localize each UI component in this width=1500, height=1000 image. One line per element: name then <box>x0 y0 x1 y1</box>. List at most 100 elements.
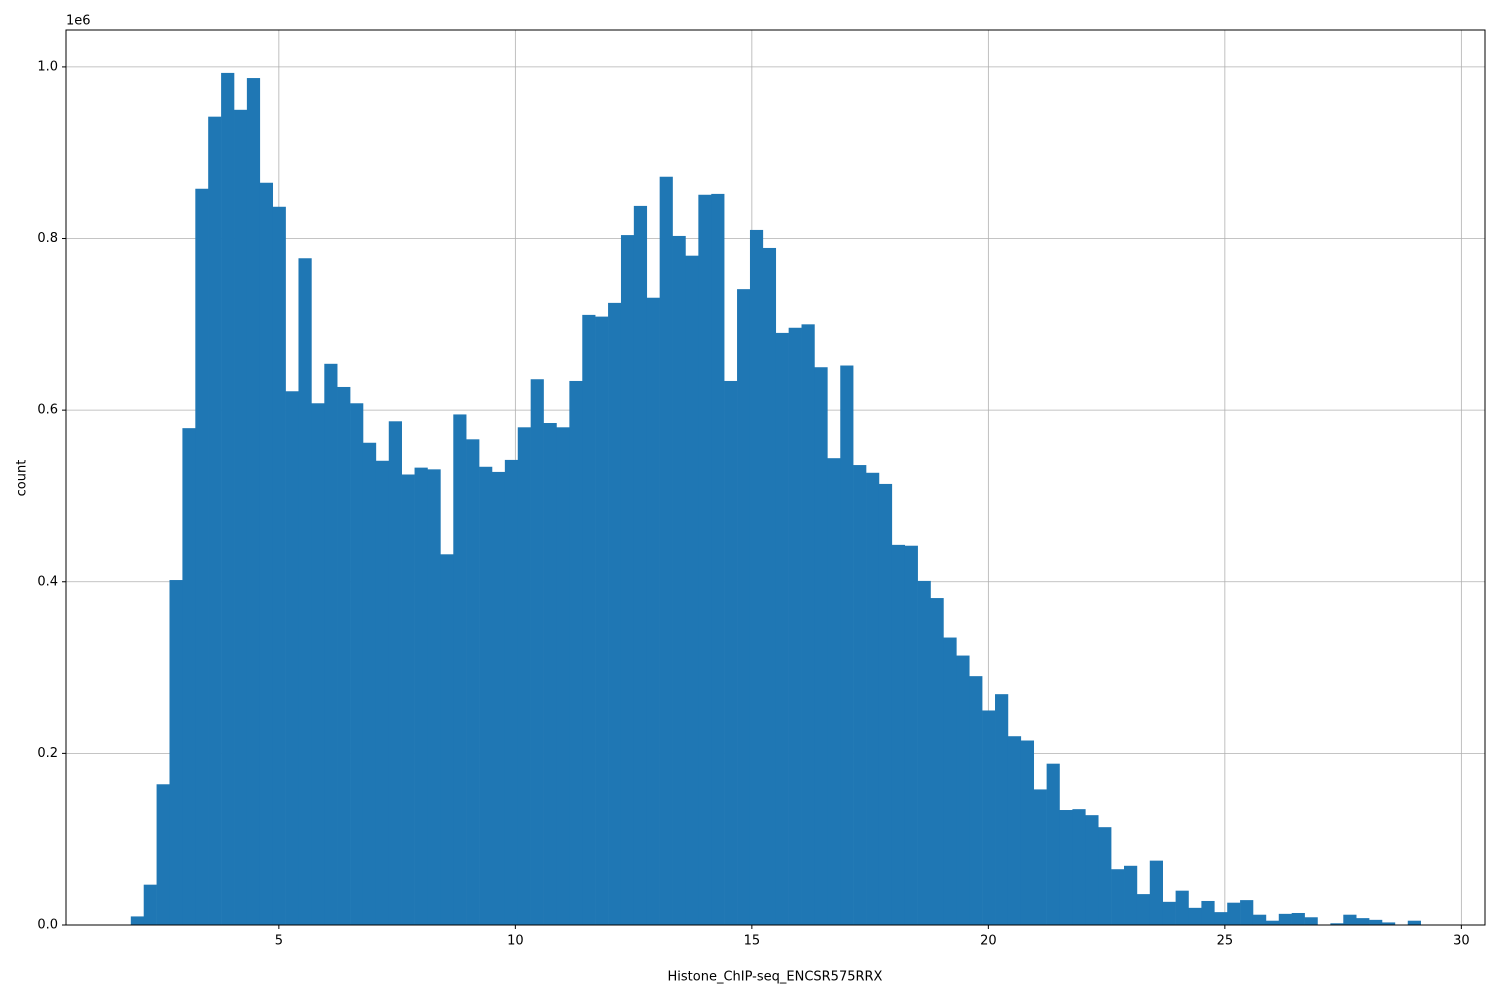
histogram-bar <box>569 380 583 925</box>
histogram-bar <box>995 694 1009 925</box>
histogram-bar <box>775 332 789 925</box>
histogram-bar <box>1265 920 1280 925</box>
x-tick-label: 5 <box>275 934 283 949</box>
histogram-bar <box>840 365 854 926</box>
histogram-bar <box>427 469 441 925</box>
histogram-bar <box>633 205 648 925</box>
histogram-bar <box>453 414 467 925</box>
y-tick-label: 0.6 <box>37 403 58 418</box>
histogram-bar <box>711 193 725 926</box>
histogram-bar <box>530 379 544 925</box>
y-tick-label: 0.0 <box>37 918 58 933</box>
x-tick-label: 20 <box>980 934 997 949</box>
histogram-bar <box>1330 923 1344 925</box>
histogram-bar <box>904 545 918 925</box>
histogram-bar <box>698 194 712 926</box>
histogram-bar <box>1252 914 1267 925</box>
histogram-bar <box>853 465 867 925</box>
histogram-bar <box>762 247 777 925</box>
histogram-bar <box>595 316 609 925</box>
histogram-bar <box>1304 917 1318 925</box>
histogram-bar <box>208 116 222 925</box>
histogram-bar <box>620 235 635 925</box>
histogram-bar <box>801 324 815 925</box>
histogram-bar <box>401 474 415 925</box>
x-axis-label: Histone_ChIP-seq_ENCSR575RRX <box>668 970 883 985</box>
x-tick-label: 10 <box>507 934 524 949</box>
histogram-bar <box>156 784 170 925</box>
histogram-bar <box>543 423 557 925</box>
histogram-bar <box>956 655 970 925</box>
histogram-bar <box>788 327 802 926</box>
histogram-bar <box>672 235 686 925</box>
histogram-bar <box>749 229 764 925</box>
histogram-bar <box>917 580 931 925</box>
y-tick-label: 1.0 <box>37 59 58 74</box>
histogram-bar <box>195 188 209 926</box>
histogram-bar <box>1020 740 1035 925</box>
x-tick-label: 25 <box>1217 934 1234 949</box>
histogram-bar <box>982 710 996 925</box>
histogram-bar <box>1240 900 1254 925</box>
y-axis-label: count <box>15 460 30 497</box>
histogram-bar <box>1111 869 1125 925</box>
histogram-bar <box>646 297 660 925</box>
y-tick-label: 0.8 <box>37 231 58 246</box>
histogram-bar <box>891 544 906 925</box>
histogram-bar <box>1059 810 1073 925</box>
histogram-bar <box>827 458 841 925</box>
histogram-bar <box>362 442 377 925</box>
histogram-bar <box>969 676 983 925</box>
x-tick-label: 15 <box>744 934 761 949</box>
histogram-bar <box>1072 809 1086 925</box>
histogram-bar <box>1343 914 1357 925</box>
histogram-bar <box>1124 865 1138 925</box>
histogram-bar <box>737 289 751 925</box>
histogram-bar <box>182 428 196 925</box>
histogram-bar <box>1381 922 1396 925</box>
histogram-bar <box>234 109 248 925</box>
histogram-bar <box>388 421 402 925</box>
histogram-bar <box>930 598 944 925</box>
bars <box>130 72 1421 926</box>
histogram-bar <box>1175 890 1189 925</box>
histogram-bar <box>814 367 828 925</box>
histogram-bar <box>1007 736 1022 925</box>
ticks: 5 10 15 20 25 30 0.0 0.2 0.4 0.6 0.8 1.0 <box>37 59 1469 948</box>
histogram-bar <box>1291 912 1305 925</box>
histogram-bar <box>517 427 531 925</box>
histogram-bar <box>1033 789 1047 925</box>
histogram-bar <box>878 483 893 925</box>
histogram-bar <box>246 78 261 925</box>
histogram-bar <box>285 391 299 926</box>
histogram-bar <box>169 580 183 925</box>
y-tick-label: 0.2 <box>37 746 58 761</box>
histogram-bar <box>466 439 480 925</box>
histogram-bar <box>298 258 312 926</box>
histogram-bar <box>1188 907 1202 925</box>
histogram-bar <box>1136 894 1151 925</box>
histogram-bar <box>1227 902 1241 925</box>
histogram-bar <box>685 255 699 925</box>
histogram-bar <box>414 467 428 925</box>
histogram-bar <box>1149 860 1163 925</box>
histogram-bar <box>1085 815 1099 925</box>
histogram-bar <box>504 459 519 925</box>
histogram-bar <box>491 471 506 925</box>
histogram-bar <box>582 314 596 925</box>
histogram-bar <box>221 72 235 925</box>
histogram-bar <box>866 472 880 925</box>
histogram-bar <box>659 176 673 926</box>
histogram-bar <box>375 460 390 925</box>
x-tick-label: 30 <box>1453 934 1470 949</box>
y-offset-text: 1e6 <box>66 14 91 29</box>
histogram-bar <box>1356 918 1370 925</box>
histogram-bar <box>1407 920 1421 925</box>
histogram-bar <box>337 386 351 925</box>
histogram-bar <box>440 554 454 925</box>
plot-frame <box>65 29 1486 926</box>
histogram-bar <box>608 302 622 925</box>
histogram-bar <box>1098 827 1112 925</box>
y-tick-label: 0.4 <box>37 574 58 589</box>
